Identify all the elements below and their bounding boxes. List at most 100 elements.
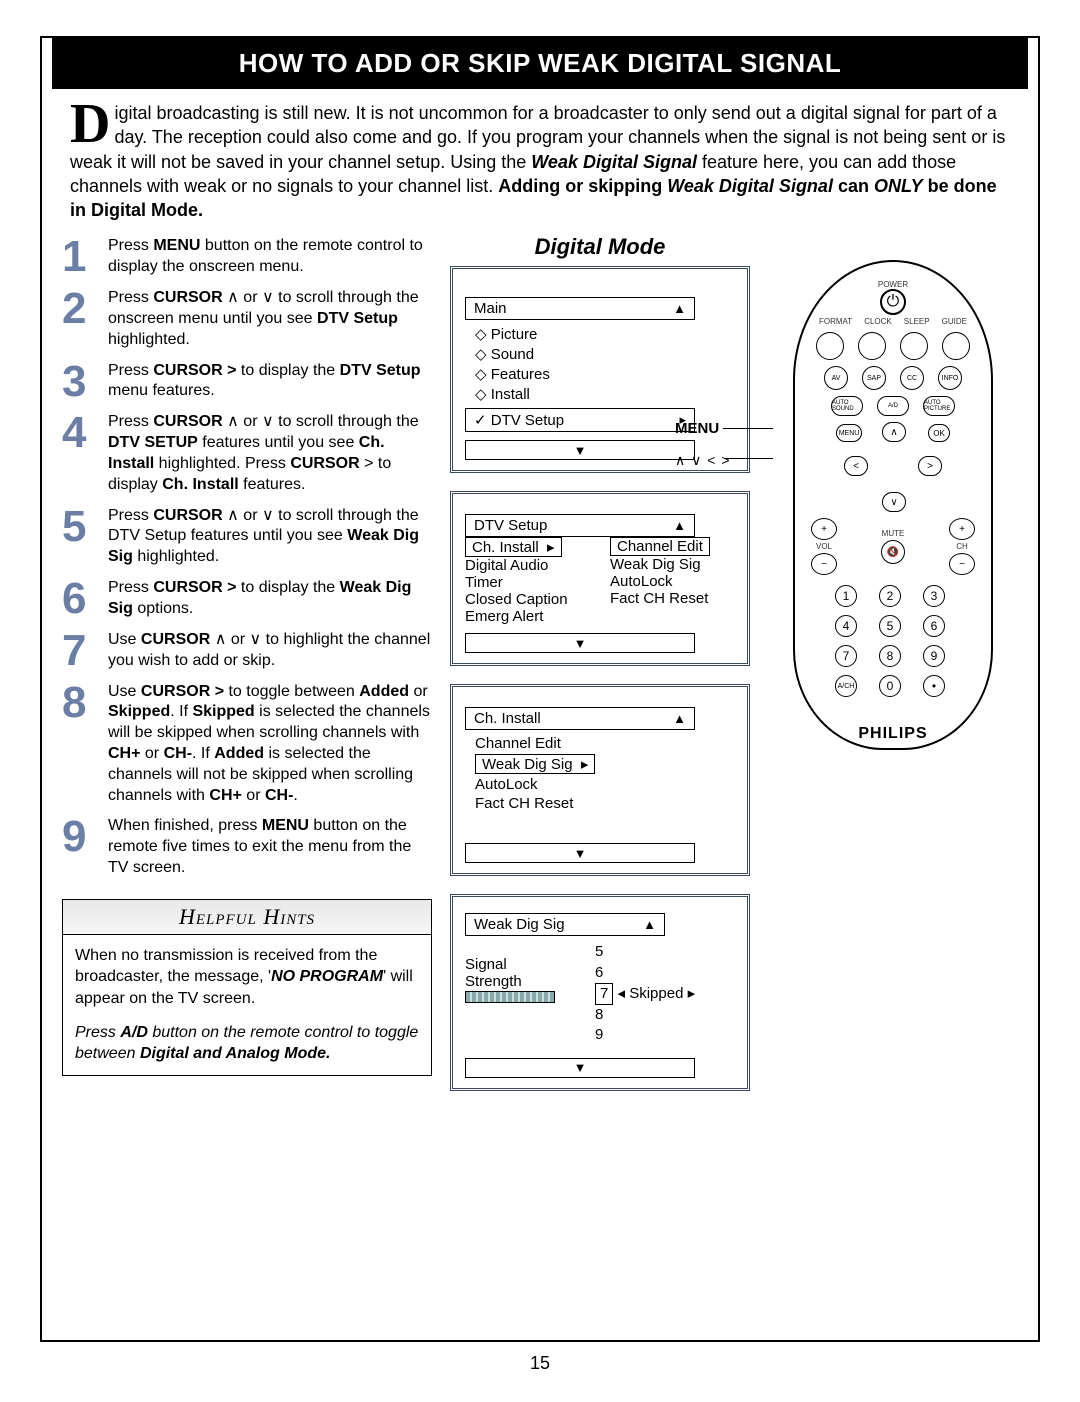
remote-label: SLEEP bbox=[904, 317, 930, 326]
menu4-title: Weak Dig Sig ▲ bbox=[465, 913, 665, 936]
helpful-hint-1: When no transmission is received from th… bbox=[75, 945, 419, 1010]
step-text: When finished, press MENU button on the … bbox=[108, 816, 432, 878]
numpad-1-button[interactable]: 1 bbox=[835, 585, 857, 607]
callout-line-icon bbox=[725, 458, 773, 459]
signal-strength-bar bbox=[465, 991, 555, 1003]
power-button[interactable]: ⏻ bbox=[880, 289, 906, 315]
numpad-0-button[interactable]: 0 bbox=[879, 675, 901, 697]
menu-button[interactable]: MENU bbox=[836, 424, 862, 442]
auto-picture-button[interactable]: AUTO PICTURE bbox=[923, 396, 955, 416]
ok-button[interactable]: OK bbox=[928, 424, 950, 442]
menu4-channel: 6 bbox=[595, 963, 695, 983]
menu1-item: ◇ Install bbox=[475, 384, 735, 404]
menu-screen-dtv-setup: DTV Setup ▲ Ch. Install ▸Digital AudioTi… bbox=[450, 491, 750, 666]
numpad-3-button[interactable]: 3 bbox=[923, 585, 945, 607]
info-button[interactable]: INFO bbox=[938, 366, 962, 390]
a/d-button[interactable]: A/D bbox=[877, 396, 909, 416]
auto-sound-button[interactable]: AUTO SOUND bbox=[831, 396, 863, 416]
step-number: 2 bbox=[62, 288, 108, 350]
step-number: 3 bbox=[62, 361, 108, 403]
step-9: 9 When finished, press MENU button on th… bbox=[62, 816, 432, 878]
step-number: 1 bbox=[62, 236, 108, 278]
menu2-title: DTV Setup ▲ bbox=[465, 514, 695, 537]
step-text: Press CURSOR > to display the DTV Setup … bbox=[108, 361, 432, 403]
numpad-•-button[interactable]: • bbox=[923, 675, 945, 697]
digital-mode-heading: Digital Mode bbox=[450, 234, 750, 260]
menu2-right-item: Weak Dig Sig bbox=[610, 556, 735, 573]
step-6: 6 Press CURSOR > to display the Weak Dig… bbox=[62, 578, 432, 620]
menu2-right-item: Channel Edit bbox=[610, 537, 735, 556]
step-text: Press MENU button on the remote control … bbox=[108, 236, 432, 278]
brand-label: PHILIPS bbox=[795, 725, 991, 743]
numpad-8-button[interactable]: 8 bbox=[879, 645, 901, 667]
cursor-right-button[interactable]: > bbox=[918, 456, 942, 476]
step-text: Use CURSOR ∧ or ∨ to highlight the chann… bbox=[108, 630, 432, 672]
guide-button[interactable] bbox=[942, 332, 970, 360]
remote-numpad: 123 456 789 A/CH 0 • bbox=[795, 585, 991, 697]
menu2-left-item: Emerg Alert bbox=[465, 608, 590, 625]
cursor-left-button[interactable]: < bbox=[844, 456, 868, 476]
menu4-channel: 7 ◂ Skipped ▸ bbox=[595, 983, 695, 1005]
callout-line-icon bbox=[723, 428, 773, 429]
step-3: 3 Press CURSOR > to display the DTV Setu… bbox=[62, 361, 432, 403]
mute-label: MUTE bbox=[882, 529, 905, 538]
step-text: Press CURSOR > to display the Weak Dig S… bbox=[108, 578, 432, 620]
page-number: 15 bbox=[0, 1353, 1080, 1374]
cc-button[interactable]: CC bbox=[900, 366, 924, 390]
menu4-channel: 8 bbox=[595, 1005, 695, 1025]
numpad-6-button[interactable]: 6 bbox=[923, 615, 945, 637]
menu-screen-main: Main ▲ ◇ Picture◇ Sound◇ Features◇ Insta… bbox=[450, 266, 750, 473]
power-label: POWER bbox=[795, 280, 991, 289]
menu2-columns: Ch. Install ▸Digital AudioTimerClosed Ca… bbox=[465, 537, 735, 625]
vol-up-button[interactable]: + bbox=[811, 518, 837, 540]
vol-label: VOL bbox=[816, 542, 832, 551]
ch-down-button[interactable]: − bbox=[949, 553, 975, 575]
menu2-left-item: Ch. Install ▸ bbox=[465, 537, 590, 557]
mute-button[interactable]: 🔇 bbox=[881, 540, 905, 564]
step-text: Use CURSOR > to toggle between Added or … bbox=[108, 682, 432, 807]
av-button[interactable]: AV bbox=[824, 366, 848, 390]
clock-button[interactable] bbox=[858, 332, 886, 360]
format-button[interactable] bbox=[816, 332, 844, 360]
remote-label: GUIDE bbox=[942, 317, 967, 326]
menu3-title-text: Ch. Install bbox=[474, 710, 541, 727]
numpad-5-button[interactable]: 5 bbox=[879, 615, 901, 637]
numpad-2-button[interactable]: 2 bbox=[879, 585, 901, 607]
menu4-left: Signal Strength bbox=[465, 942, 575, 1045]
numpad-7-button[interactable]: 7 bbox=[835, 645, 857, 667]
menu4-channel-list: 567 ◂ Skipped ▸89 bbox=[595, 942, 695, 1045]
vol-down-button[interactable]: − bbox=[811, 553, 837, 575]
numpad-4-button[interactable]: 4 bbox=[835, 615, 857, 637]
numpad-9-button[interactable]: 9 bbox=[923, 645, 945, 667]
menu1-selected-text: DTV Setup bbox=[491, 412, 564, 429]
numpad-A/CH-button[interactable]: A/CH bbox=[835, 675, 857, 697]
menu2-left-item: Digital Audio bbox=[465, 557, 590, 574]
cursor-up-button[interactable]: ∧ bbox=[882, 422, 906, 442]
sleep-button[interactable] bbox=[900, 332, 928, 360]
step-number: 6 bbox=[62, 578, 108, 620]
remote-label: CLOCK bbox=[864, 317, 892, 326]
remote-vol-ch-row: + VOL − MUTE 🔇 + CH − bbox=[795, 518, 991, 575]
remote-row3: AUTO SOUND A/D AUTO PICTURE bbox=[795, 396, 991, 416]
step-text: Press CURSOR ∧ or ∨ to scroll through th… bbox=[108, 288, 432, 350]
step-number: 4 bbox=[62, 412, 108, 495]
remote-cursor-callout: ∧ ∨ < > bbox=[675, 452, 731, 469]
menu2-left-item: Timer bbox=[465, 574, 590, 591]
page-frame: HOW TO ADD OR SKIP WEAK DIGITAL SIGNAL D… bbox=[40, 36, 1040, 1342]
volume-rocker: + VOL − bbox=[809, 518, 839, 575]
sap-button[interactable]: SAP bbox=[862, 366, 886, 390]
menu1-selected: ✓ DTV Setup ▸ bbox=[465, 408, 695, 432]
step-4: 4 Press CURSOR ∧ or ∨ to scroll through … bbox=[62, 412, 432, 495]
menu1-title: Main ▲ bbox=[465, 297, 695, 320]
menu1-item: ◇ Features bbox=[475, 364, 735, 384]
remote-column: MENU ∧ ∨ < > POWER ⏻ FORMATCLOCKSLEEPGUI… bbox=[768, 230, 1018, 1108]
remote-row1-labels: FORMATCLOCKSLEEPGUIDE bbox=[795, 317, 991, 326]
cursor-down-button[interactable]: ∨ bbox=[882, 492, 906, 512]
step-2: 2 Press CURSOR ∧ or ∨ to scroll through … bbox=[62, 288, 432, 350]
up-arrow-icon: ▲ bbox=[643, 917, 656, 932]
ch-up-button[interactable]: + bbox=[949, 518, 975, 540]
steps-column: 1 Press MENU button on the remote contro… bbox=[62, 230, 432, 1108]
helpful-hints-body: When no transmission is received from th… bbox=[63, 935, 431, 1075]
remote-row2: AV SAP CC INFO bbox=[795, 366, 991, 390]
menu4-strength-label: Strength bbox=[465, 973, 575, 990]
